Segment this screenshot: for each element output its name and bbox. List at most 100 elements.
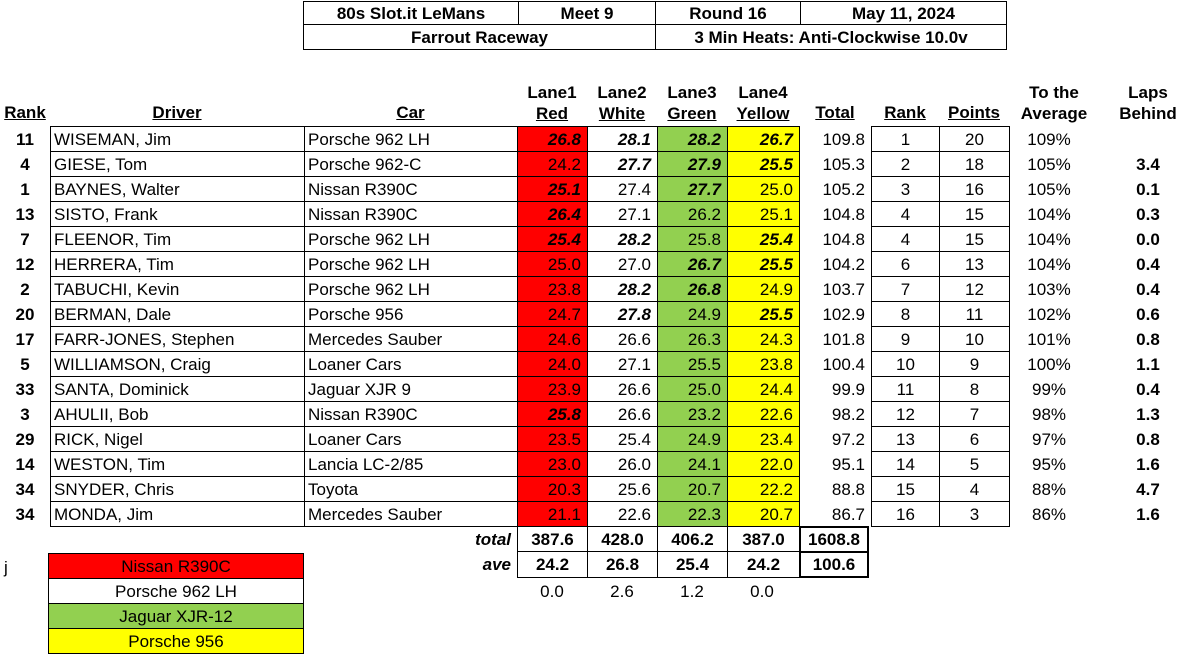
row-points: 3 bbox=[939, 501, 1010, 527]
row-points: 5 bbox=[939, 451, 1010, 477]
row-lane2: 27.7 bbox=[587, 151, 658, 177]
row-rank: 12 bbox=[15, 254, 35, 274]
col-lane1: Lane1 Red bbox=[517, 74, 587, 126]
row-points: 8 bbox=[939, 376, 1010, 402]
row-total: 104.8 bbox=[822, 229, 865, 249]
total-lane1: 387.6 bbox=[517, 526, 588, 552]
row-lane4: 20.7 bbox=[727, 501, 800, 527]
row-lane2: 25.6 bbox=[587, 476, 658, 502]
meet-label: Meet 9 bbox=[518, 1, 656, 25]
row-lane3: 26.8 bbox=[657, 276, 728, 302]
row-lane1: 24.7 bbox=[517, 301, 588, 327]
row-points: 20 bbox=[939, 126, 1010, 152]
legend-item-4: Porsche 956 bbox=[48, 628, 304, 654]
row-total: 104.8 bbox=[822, 204, 865, 224]
row-points: 18 bbox=[939, 151, 1010, 177]
row-rank: 1 bbox=[20, 179, 30, 199]
row-rank: 34 bbox=[15, 504, 35, 524]
row-driver: RICK, Nigel bbox=[50, 426, 305, 452]
row-lane3: 24.9 bbox=[657, 426, 728, 452]
ave-lane2: 26.8 bbox=[587, 551, 658, 578]
row-total: 105.3 bbox=[822, 154, 865, 174]
row-lane3: 26.3 bbox=[657, 326, 728, 352]
col-points: Points bbox=[948, 102, 1000, 122]
row-lane2: 26.6 bbox=[587, 376, 658, 402]
row-lane4: 25.5 bbox=[727, 151, 800, 177]
row-rank: 34 bbox=[15, 479, 35, 499]
col-lane2-number: Lane2 bbox=[597, 82, 647, 102]
row-lane2: 27.1 bbox=[587, 201, 658, 227]
row-lane4: 23.4 bbox=[727, 426, 800, 452]
legend-item-1: Nissan R390C bbox=[48, 553, 304, 579]
row-total: 99.9 bbox=[831, 379, 865, 399]
row-total: 102.9 bbox=[822, 304, 865, 324]
row-position: 12 bbox=[871, 401, 940, 427]
row-average: 99% bbox=[1031, 379, 1067, 399]
date-label: May 11, 2024 bbox=[800, 1, 1007, 25]
row-car: Loaner Cars bbox=[304, 426, 518, 452]
row-total: 101.8 bbox=[822, 329, 865, 349]
row-car: Porsche 956 bbox=[304, 301, 518, 327]
ave-lane4: 24.2 bbox=[727, 551, 800, 578]
col-lane2: Lane2 White bbox=[587, 74, 657, 126]
row-driver: TABUCHI, Kevin bbox=[50, 276, 305, 302]
row-position: 4 bbox=[871, 226, 940, 252]
row-driver: AHULII, Bob bbox=[50, 401, 305, 427]
row-lane1: 24.6 bbox=[517, 326, 588, 352]
row-driver: SNYDER, Chris bbox=[50, 476, 305, 502]
row-laps-behind: 3.4 bbox=[1136, 154, 1160, 174]
col-car: Car bbox=[396, 102, 425, 122]
row-lane1: 24.0 bbox=[517, 351, 588, 377]
row-average: 104% bbox=[1027, 229, 1071, 249]
col-laps-top: Laps bbox=[1128, 82, 1168, 102]
row-position: 9 bbox=[871, 326, 940, 352]
row-lane2: 28.2 bbox=[587, 276, 658, 302]
row-driver: BERMAN, Dale bbox=[50, 301, 305, 327]
row-driver: FARR-JONES, Stephen bbox=[50, 326, 305, 352]
row-position: 1 bbox=[871, 126, 940, 152]
col-total: Total bbox=[815, 102, 855, 122]
row-lane3: 23.2 bbox=[657, 401, 728, 427]
row-driver: WISEMAN, Jim bbox=[50, 126, 305, 152]
row-lane1: 20.3 bbox=[517, 476, 588, 502]
row-lane2: 27.8 bbox=[587, 301, 658, 327]
row-rank: 33 bbox=[15, 379, 35, 399]
row-car: Mercedes Sauber bbox=[304, 326, 518, 352]
row-rank: 20 bbox=[15, 304, 35, 324]
row-lane4: 25.5 bbox=[727, 251, 800, 277]
row-laps-behind: 0.4 bbox=[1136, 279, 1160, 299]
row-total: 95.1 bbox=[831, 454, 865, 474]
row-position: 15 bbox=[871, 476, 940, 502]
row-average: 104% bbox=[1027, 254, 1071, 274]
col-lane4-number: Lane4 bbox=[738, 82, 788, 102]
row-car: Mercedes Sauber bbox=[304, 501, 518, 527]
row-driver: MONDA, Jim bbox=[50, 501, 305, 527]
row-lane1: 25.1 bbox=[517, 176, 588, 202]
row-driver: GIESE, Tom bbox=[50, 151, 305, 177]
col-lane4: Lane4 Yellow bbox=[727, 74, 799, 126]
row-rank: 14 bbox=[15, 454, 35, 474]
row-total: 97.2 bbox=[831, 429, 865, 449]
row-lane4: 24.4 bbox=[727, 376, 800, 402]
row-lane4: 22.0 bbox=[727, 451, 800, 477]
row-total: 105.2 bbox=[822, 179, 865, 199]
col-rank-position: Rank bbox=[884, 102, 926, 122]
row-car: Porsche 962 LH bbox=[304, 276, 518, 302]
row-lane4: 22.2 bbox=[727, 476, 800, 502]
row-lane3: 28.2 bbox=[657, 126, 728, 152]
row-lane3: 22.3 bbox=[657, 501, 728, 527]
row-laps-behind: 1.6 bbox=[1136, 454, 1160, 474]
row-lane1: 24.2 bbox=[517, 151, 588, 177]
row-laps-behind: 0.4 bbox=[1136, 254, 1160, 274]
row-rank: 7 bbox=[20, 229, 30, 249]
row-points: 12 bbox=[939, 276, 1010, 302]
row-laps-behind: 0.8 bbox=[1136, 429, 1160, 449]
row-driver: HERRERA, Tim bbox=[50, 251, 305, 277]
row-lane1: 26.4 bbox=[517, 201, 588, 227]
row-laps-behind: 1.3 bbox=[1136, 404, 1160, 424]
row-lane1: 23.8 bbox=[517, 276, 588, 302]
row-lane1: 23.9 bbox=[517, 376, 588, 402]
row-driver: WESTON, Tim bbox=[50, 451, 305, 477]
legend-item-3: Jaguar XJR-12 bbox=[48, 603, 304, 629]
col-rank: Rank bbox=[4, 102, 46, 122]
